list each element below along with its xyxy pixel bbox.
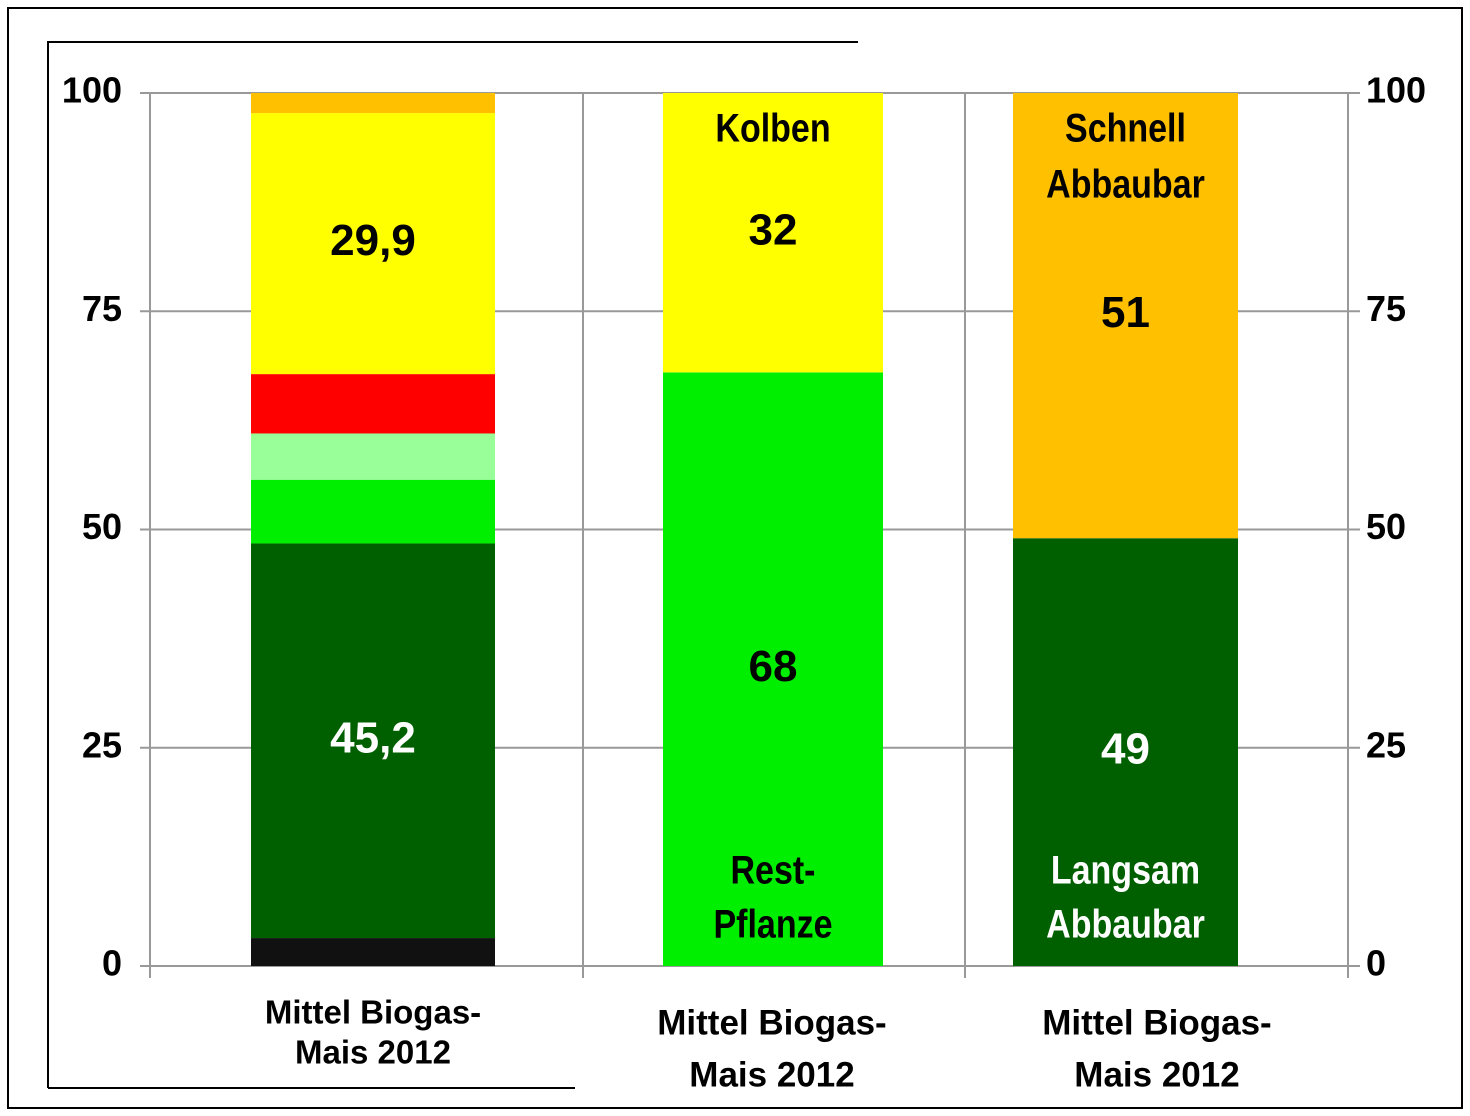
- bar-segment: [251, 433, 495, 480]
- bar-segment: [663, 93, 883, 373]
- bar-segment: [1013, 538, 1238, 966]
- x-tick-label: Mittel Biogas-: [1042, 1003, 1271, 1042]
- value-label: 32: [749, 205, 798, 254]
- y-tick-label: 50: [82, 506, 122, 547]
- inner-frame: [47, 41, 858, 1089]
- y-tick-label: 75: [82, 288, 122, 329]
- y2-tick-label: 100: [1366, 70, 1426, 111]
- bar-segment: [663, 372, 883, 966]
- segment-name: Schnell: [1065, 105, 1186, 150]
- bar-segment: [1013, 93, 1238, 539]
- segment-name: Abbaubar: [1046, 901, 1205, 946]
- bar-segment: [251, 938, 495, 966]
- frame: [7, 7, 1463, 1109]
- y2-tick-label: 50: [1366, 506, 1406, 547]
- value-label: 49: [1101, 725, 1150, 774]
- bar-segment: [251, 479, 495, 544]
- segment-name: Langsam: [1051, 847, 1200, 892]
- bar-segment: [251, 543, 495, 939]
- bar-segment: [251, 374, 495, 434]
- x-tick-label: Mittel Biogas-: [657, 1003, 886, 1042]
- bar-segment: [251, 93, 495, 114]
- value-label: 68: [749, 642, 798, 691]
- value-label: 29,9: [330, 216, 416, 265]
- segment-name: Kolben: [715, 105, 830, 150]
- y-tick-label: 0: [102, 943, 122, 984]
- x-tick-label: Mais 2012: [1074, 1055, 1239, 1094]
- y2-tick-label: 75: [1366, 288, 1406, 329]
- y-tick-label: 100: [62, 70, 122, 111]
- segment-name: Abbaubar: [1046, 161, 1205, 206]
- y-tick-label: 25: [82, 724, 122, 765]
- value-label: 51: [1101, 288, 1150, 337]
- y2-tick-label: 0: [1366, 943, 1386, 984]
- y2-tick-label: 25: [1366, 724, 1406, 765]
- x-tick-label: Mais 2012: [295, 1034, 451, 1071]
- x-tick-label: Mittel Biogas-: [265, 994, 481, 1031]
- segment-name: Rest-: [731, 847, 816, 892]
- value-label: 45,2: [330, 713, 416, 762]
- x-tick-label: Mais 2012: [689, 1055, 854, 1094]
- bar-segment: [251, 113, 495, 375]
- segment-name: Pflanze: [714, 901, 833, 946]
